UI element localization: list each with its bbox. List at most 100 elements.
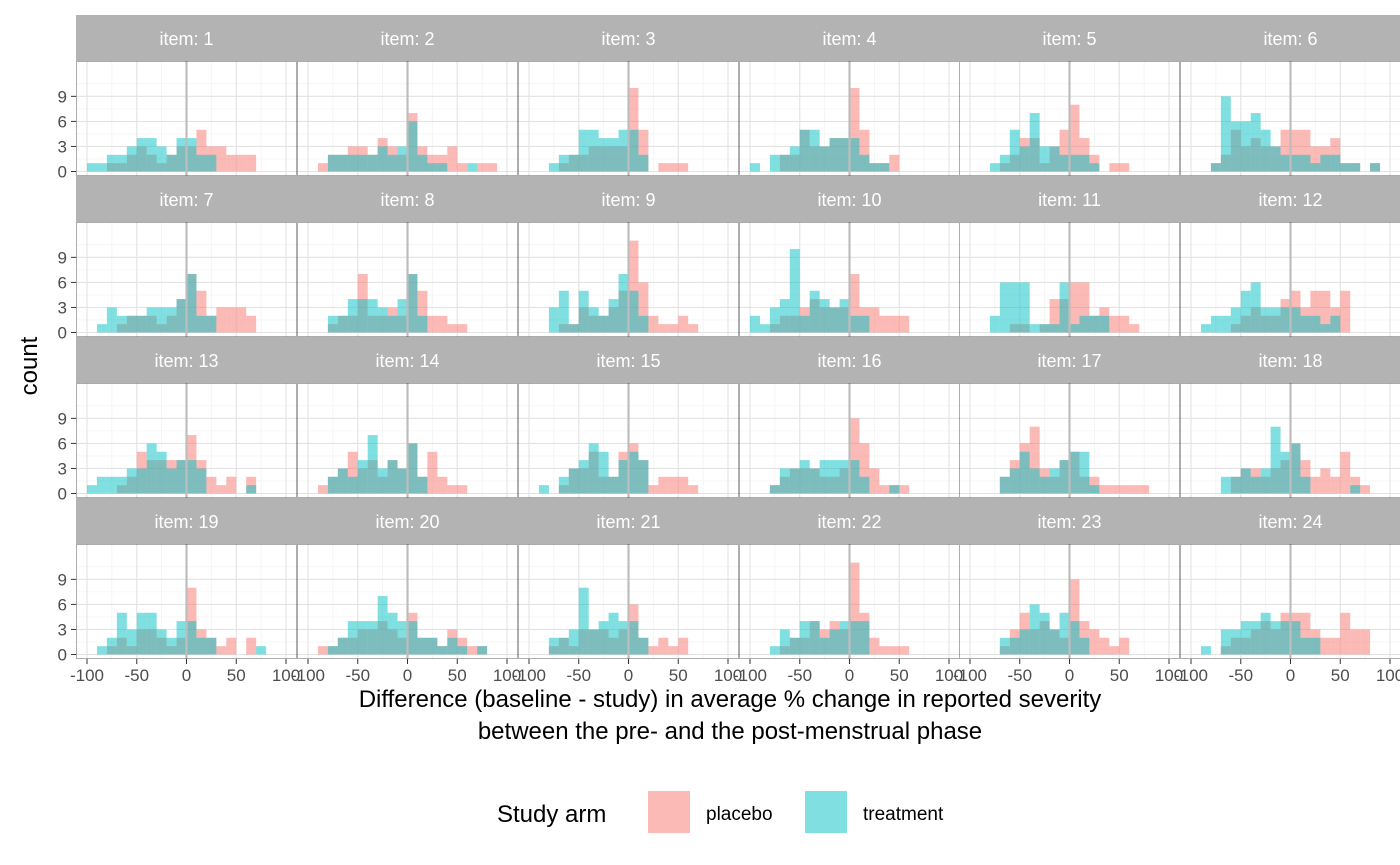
histogram-bar-treatment (568, 468, 579, 494)
histogram-bar-placebo (648, 646, 659, 655)
histogram-bar-treatment (879, 163, 890, 172)
histogram-bar-treatment (1059, 460, 1070, 494)
x-tick-label: -50 (566, 666, 591, 685)
histogram-bar-placebo (1029, 426, 1040, 494)
histogram-bar-placebo (1300, 129, 1311, 172)
histogram-bar-placebo (1280, 129, 1291, 172)
histogram-bar-treatment (427, 637, 438, 655)
histogram-bar-treatment (789, 249, 800, 333)
histogram-bar-treatment (106, 307, 117, 333)
histogram-bar-treatment (779, 154, 790, 172)
histogram-bar-treatment (588, 307, 599, 333)
panel-border (959, 383, 1180, 498)
legend: Study arm placebo treatment (497, 791, 944, 833)
y-tick-label: 6 (58, 112, 67, 131)
facet-strip-label: item: 21 (596, 512, 660, 532)
histogram-bar-placebo (1069, 104, 1080, 172)
histogram-bar-placebo (347, 451, 358, 494)
histogram-bar-treatment (1240, 468, 1251, 494)
histogram-bar-treatment (96, 324, 107, 333)
x-axes: -100 -50 0 50 100-100 -50 0 50 100-100 -50 0 50 100-… (70, 659, 1400, 685)
histogram-bar-treatment (1079, 315, 1090, 333)
histogram-bar-placebo (447, 146, 458, 172)
histogram-bar-placebo (246, 154, 257, 172)
histogram-bar-placebo (678, 163, 689, 172)
x-tick-label: -50 (1007, 666, 1032, 685)
facet-strip-label: item: 1 (159, 29, 213, 49)
histogram-bar-treatment (437, 163, 448, 172)
histogram-bar-treatment (377, 307, 388, 333)
histogram-bar-treatment (1049, 146, 1060, 172)
x-tick-label: 100 (1376, 666, 1400, 685)
histogram-bar-treatment (789, 468, 800, 494)
histogram-bar-treatment (1049, 324, 1060, 333)
histogram-bar-treatment (1019, 146, 1030, 172)
x-axis-title-line-2: between the pre- and the post-menstrual … (478, 718, 982, 745)
histogram-bar-treatment (136, 612, 147, 655)
facet-strip-label: item: 13 (154, 351, 218, 371)
x-tick-label: -100 (733, 666, 767, 685)
histogram-bar-treatment (1019, 451, 1030, 494)
x-axis-title-line-1: Difference (baseline - study) in average… (359, 686, 1102, 713)
histogram-bar-treatment (1260, 129, 1271, 172)
histogram-bar-placebo (216, 485, 227, 494)
histogram-bar-treatment (859, 154, 870, 172)
histogram-bar-treatment (608, 612, 619, 655)
histogram-bar-treatment (1240, 121, 1251, 172)
x-tick-label: -100 (512, 666, 546, 685)
histogram-bar-treatment (1079, 154, 1090, 172)
histogram-bar-placebo (417, 290, 428, 333)
histogram-bar-treatment (337, 637, 348, 655)
histogram-bar-treatment (608, 299, 619, 333)
histogram-bar-treatment (1260, 307, 1271, 333)
histogram-bar-treatment (1059, 154, 1070, 172)
histogram-bar-treatment (1270, 621, 1281, 655)
histogram-bar-treatment (1350, 163, 1361, 172)
panel-border (297, 61, 518, 176)
panel-border (518, 61, 739, 176)
histogram-bar-placebo (1119, 637, 1130, 655)
histogram-bar-treatment (628, 290, 639, 333)
histogram-bar-treatment (1200, 646, 1211, 655)
histogram-bar-treatment (568, 324, 579, 333)
x-tick-label: 0 (845, 666, 854, 685)
histogram-bar-treatment (859, 621, 870, 655)
histogram-bar-treatment (1300, 315, 1311, 333)
histogram-bar-treatment (417, 637, 428, 655)
histogram-bar-treatment (176, 299, 187, 333)
facet-strip-label: item: 20 (375, 512, 439, 532)
histogram-bar-treatment (477, 646, 488, 655)
histogram-bar-placebo (869, 637, 880, 655)
histogram-bar-treatment (246, 485, 257, 494)
facet-strip (959, 15, 1180, 61)
histogram-bar-treatment (789, 637, 800, 655)
histogram-bar-placebo (437, 315, 448, 333)
x-tick-label: -100 (291, 666, 325, 685)
histogram-bar-placebo (1109, 315, 1120, 333)
histogram-bar-treatment (819, 460, 830, 494)
x-tick-label: 100 (493, 666, 521, 685)
histogram-bar-treatment (156, 451, 167, 494)
y-tick-label: 6 (58, 273, 67, 292)
histogram-bar-placebo (899, 646, 910, 655)
facet-strip (297, 15, 518, 61)
histogram-bar-treatment (116, 476, 127, 494)
histogram-bar-treatment (1029, 468, 1040, 494)
histogram-bar-treatment (779, 468, 790, 494)
facet-strip-label: item: 22 (817, 512, 881, 532)
legend-label-placebo: placebo (706, 804, 773, 825)
histogram-bar-treatment (126, 629, 137, 655)
histogram-bar-treatment (417, 315, 428, 333)
panel-border (297, 222, 518, 337)
y-tick-label: 6 (58, 595, 67, 614)
histogram-bar-placebo (1360, 485, 1371, 494)
histogram-bar-placebo (678, 637, 689, 655)
histogram-bar-treatment (568, 629, 579, 655)
x-tick-label: 100 (1155, 666, 1183, 685)
facet-strip-label: item: 3 (601, 29, 655, 49)
histogram-bar-placebo (236, 307, 247, 333)
histogram-bar-placebo (1069, 579, 1080, 655)
histogram-bar-treatment (598, 315, 609, 333)
histogram-bar-placebo (206, 476, 217, 494)
histogram-bar-treatment (1059, 282, 1070, 333)
